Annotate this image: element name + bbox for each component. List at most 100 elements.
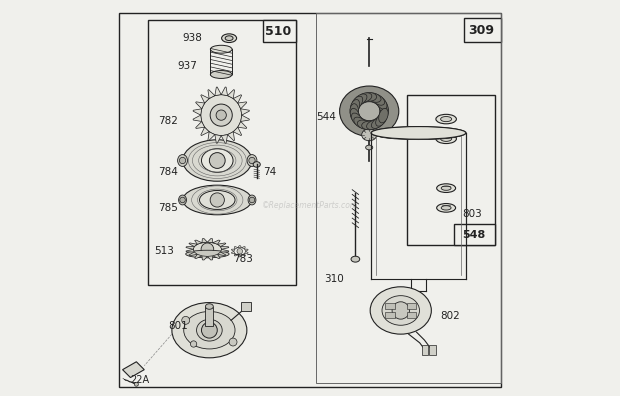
Ellipse shape bbox=[370, 287, 432, 334]
Ellipse shape bbox=[361, 129, 377, 141]
Polygon shape bbox=[231, 249, 235, 251]
Ellipse shape bbox=[352, 113, 363, 126]
Polygon shape bbox=[202, 238, 208, 243]
Text: 938: 938 bbox=[183, 33, 203, 43]
Ellipse shape bbox=[380, 104, 389, 119]
Circle shape bbox=[229, 338, 237, 346]
Ellipse shape bbox=[193, 242, 221, 256]
FancyBboxPatch shape bbox=[385, 312, 394, 318]
Polygon shape bbox=[233, 127, 242, 135]
Bar bbox=[205, 307, 213, 326]
Polygon shape bbox=[208, 256, 213, 260]
Ellipse shape bbox=[184, 311, 235, 349]
Ellipse shape bbox=[366, 93, 381, 102]
Polygon shape bbox=[201, 95, 209, 103]
Circle shape bbox=[249, 157, 255, 164]
Ellipse shape bbox=[376, 96, 387, 109]
Ellipse shape bbox=[371, 127, 466, 139]
Polygon shape bbox=[234, 246, 238, 249]
Circle shape bbox=[179, 157, 186, 164]
Ellipse shape bbox=[351, 256, 360, 262]
Text: 513: 513 bbox=[154, 246, 174, 256]
Ellipse shape bbox=[202, 148, 233, 172]
Polygon shape bbox=[215, 87, 221, 95]
Bar bbox=[407, 95, 495, 246]
Circle shape bbox=[210, 152, 225, 168]
Ellipse shape bbox=[352, 96, 363, 109]
Ellipse shape bbox=[441, 186, 451, 190]
Polygon shape bbox=[242, 253, 246, 256]
Circle shape bbox=[216, 110, 226, 120]
Text: 785: 785 bbox=[158, 203, 178, 213]
Polygon shape bbox=[193, 109, 202, 115]
Text: 544: 544 bbox=[316, 112, 335, 122]
Ellipse shape bbox=[436, 204, 456, 212]
Circle shape bbox=[210, 193, 224, 207]
Ellipse shape bbox=[253, 162, 260, 167]
Text: 22A: 22A bbox=[130, 375, 149, 385]
Ellipse shape bbox=[371, 127, 466, 139]
Ellipse shape bbox=[441, 136, 451, 141]
Polygon shape bbox=[221, 249, 229, 252]
Polygon shape bbox=[238, 255, 242, 257]
Ellipse shape bbox=[247, 154, 257, 166]
Polygon shape bbox=[123, 362, 144, 377]
Polygon shape bbox=[241, 115, 249, 122]
Polygon shape bbox=[228, 132, 234, 141]
Ellipse shape bbox=[340, 86, 399, 136]
Polygon shape bbox=[195, 254, 202, 259]
FancyBboxPatch shape bbox=[407, 312, 417, 318]
Ellipse shape bbox=[371, 94, 384, 105]
Ellipse shape bbox=[354, 94, 367, 105]
Text: 783: 783 bbox=[233, 254, 253, 264]
Bar bbox=[148, 21, 296, 285]
Polygon shape bbox=[189, 243, 197, 247]
Ellipse shape bbox=[371, 117, 384, 128]
Polygon shape bbox=[189, 252, 197, 256]
Ellipse shape bbox=[248, 195, 256, 205]
Text: 548: 548 bbox=[463, 230, 486, 240]
FancyBboxPatch shape bbox=[385, 303, 394, 309]
Polygon shape bbox=[218, 252, 226, 256]
Polygon shape bbox=[234, 253, 238, 256]
Polygon shape bbox=[228, 89, 234, 99]
Polygon shape bbox=[186, 247, 194, 249]
Ellipse shape bbox=[197, 319, 222, 341]
Ellipse shape bbox=[441, 116, 451, 122]
Circle shape bbox=[202, 322, 217, 338]
Polygon shape bbox=[208, 238, 213, 243]
Ellipse shape bbox=[361, 121, 377, 130]
Ellipse shape bbox=[350, 99, 360, 114]
Ellipse shape bbox=[376, 130, 461, 140]
Ellipse shape bbox=[441, 206, 451, 210]
Polygon shape bbox=[244, 249, 248, 251]
Polygon shape bbox=[241, 109, 249, 115]
Polygon shape bbox=[238, 102, 247, 109]
Ellipse shape bbox=[357, 93, 372, 102]
Polygon shape bbox=[196, 122, 205, 128]
Polygon shape bbox=[196, 102, 205, 109]
Ellipse shape bbox=[186, 250, 229, 258]
Polygon shape bbox=[238, 246, 242, 248]
Ellipse shape bbox=[379, 109, 388, 123]
Ellipse shape bbox=[172, 303, 247, 358]
Text: 309: 309 bbox=[469, 24, 495, 37]
Ellipse shape bbox=[436, 184, 456, 192]
Text: 782: 782 bbox=[158, 116, 178, 126]
Text: 784: 784 bbox=[158, 168, 178, 177]
Circle shape bbox=[237, 249, 242, 254]
Text: 802: 802 bbox=[440, 311, 460, 322]
Ellipse shape bbox=[366, 145, 373, 150]
Ellipse shape bbox=[350, 104, 358, 119]
Bar bbox=[464, 19, 502, 42]
Ellipse shape bbox=[357, 120, 372, 129]
Polygon shape bbox=[215, 135, 221, 143]
Ellipse shape bbox=[210, 70, 232, 78]
Polygon shape bbox=[221, 87, 228, 95]
Text: 801: 801 bbox=[168, 321, 188, 331]
Ellipse shape bbox=[379, 99, 388, 114]
Ellipse shape bbox=[225, 36, 233, 40]
Ellipse shape bbox=[200, 190, 235, 209]
Ellipse shape bbox=[361, 93, 377, 101]
Circle shape bbox=[392, 302, 409, 319]
